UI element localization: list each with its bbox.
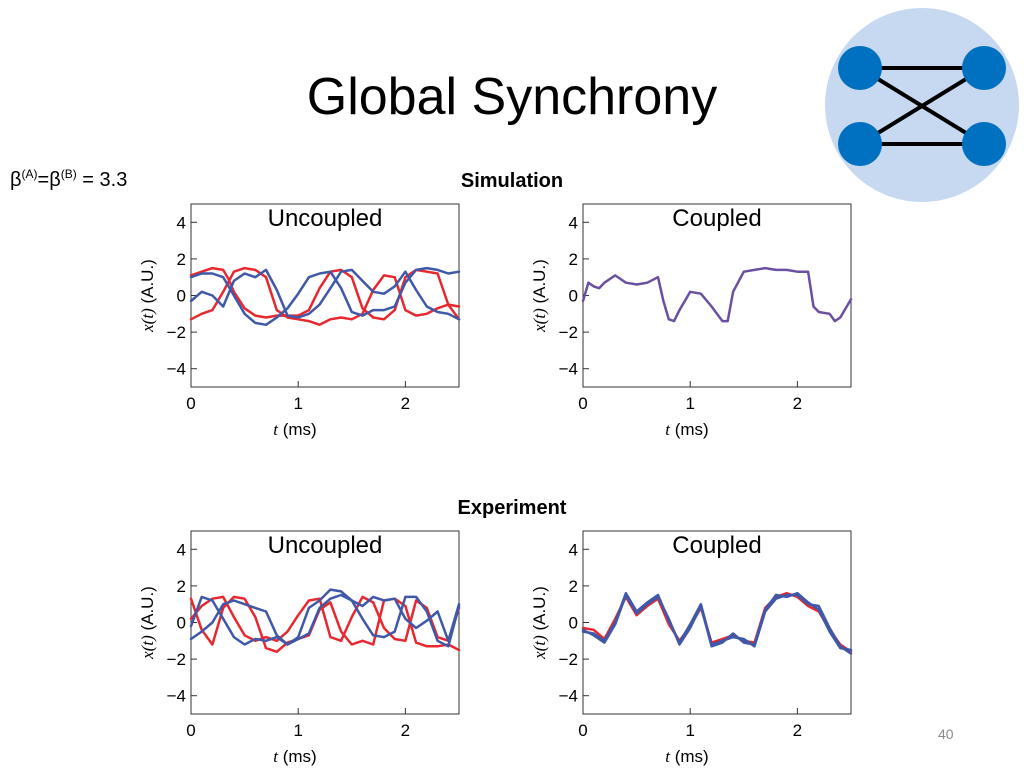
y-axis-label: x(t) (A.U.)	[138, 259, 157, 333]
page-number: 40	[938, 726, 954, 742]
x-tick-label: 1	[293, 394, 302, 413]
y-axis-label-unit: (A.U.)	[138, 586, 157, 635]
chart-exp-coupled: −4 −2 0 2 4 0 1 2 t (ms) x(t) (A.U.) Coupled	[530, 530, 853, 766]
y-tick-label: −4	[559, 360, 578, 379]
y-tick-label: −4	[167, 360, 186, 379]
section-label-experiment: Experiment	[457, 497, 567, 519]
panel-title: Uncoupled	[268, 532, 383, 559]
x-tick-label: 0	[186, 394, 195, 413]
panel-title: Coupled	[672, 205, 761, 232]
x-axis-label-var: t	[273, 420, 279, 439]
slide-title: Global Synchrony	[306, 68, 718, 126]
x-axis-label-unit: (ms)	[278, 420, 317, 439]
y-tick-label: −4	[559, 687, 578, 706]
y-tick-label: 0	[569, 287, 578, 306]
y-tick-label: 4	[569, 213, 578, 232]
series-line-purple-1	[581, 266, 853, 323]
y-axis-label: x(t) (A.U.)	[530, 586, 549, 660]
x-axis-label-unit: (ms)	[670, 420, 709, 439]
series-line-blue-3	[581, 591, 853, 652]
diagram-edge-cross-b	[858, 66, 986, 146]
y-tick-label: −2	[559, 323, 578, 342]
y-axis-label-var: x(t)	[530, 308, 549, 333]
series-line-red-2	[189, 266, 461, 327]
x-axis-label: t (ms)	[273, 420, 316, 439]
x-tick-label: 2	[793, 394, 802, 413]
x-tick-label: 0	[578, 394, 587, 413]
x-axis-label: t (ms)	[665, 747, 708, 766]
beta-superscript-a: (A)	[21, 167, 38, 181]
beta-symbol-b: β	[49, 169, 61, 191]
beta-value: = 3.3	[76, 169, 128, 191]
chart-sim-uncoupled: −4 −2 0 2 4 0 1 2 t (ms) x(t) (A.U.) Uncoupled	[138, 203, 461, 439]
diagram-node-2	[962, 46, 1006, 90]
beta-equation: β(A)=β(B) = 3.3	[10, 166, 127, 194]
y-axis-label-var: x(t)	[138, 635, 157, 660]
series-line-blue-3	[189, 266, 461, 327]
series-line-red-1	[189, 595, 461, 654]
y-tick-label: −2	[167, 650, 186, 669]
x-axis-label-var: t	[665, 420, 671, 439]
y-tick-label: 0	[177, 287, 186, 306]
chart-sim-coupled: −4 −2 0 2 4 0 1 2 t (ms) x(t) (A.U.) Coupled	[530, 203, 853, 439]
y-axis-label-unit: (A.U.)	[138, 259, 157, 308]
x-axis-label-var: t	[273, 747, 279, 766]
x-axis-label-unit: (ms)	[278, 747, 317, 766]
y-tick-label: −2	[167, 323, 186, 342]
y-axis-label-unit: (A.U.)	[530, 586, 549, 635]
x-tick-label: 2	[401, 394, 410, 413]
x-tick-label: 2	[793, 721, 802, 740]
panel-title: Uncoupled	[268, 205, 383, 232]
chart-exp-uncoupled: −4 −2 0 2 4 0 1 2 t (ms) x(t) (A.U.) Uncoupled	[138, 530, 461, 766]
beta-superscript-b: (B)	[60, 167, 77, 181]
y-tick-label: 0	[177, 614, 186, 633]
x-tick-label: 1	[293, 721, 302, 740]
y-tick-label: 0	[569, 614, 578, 633]
y-tick-label: 4	[569, 540, 578, 559]
y-tick-label: 4	[177, 540, 186, 559]
y-tick-label: 4	[177, 213, 186, 232]
series-line-red-2	[189, 595, 461, 643]
x-tick-label: 1	[685, 721, 694, 740]
series-line-blue-4	[189, 268, 461, 321]
x-axis-label-var: t	[665, 747, 671, 766]
y-tick-label: 2	[569, 250, 578, 269]
y-axis-label: x(t) (A.U.)	[530, 259, 549, 333]
y-axis-label-var: x(t)	[138, 308, 157, 333]
x-tick-label: 0	[186, 721, 195, 740]
equals-sign: =	[37, 169, 50, 191]
y-tick-label: −2	[559, 650, 578, 669]
y-axis-label-var: x(t)	[530, 635, 549, 660]
y-axis-label-unit: (A.U.)	[530, 259, 549, 308]
x-axis-label: t (ms)	[665, 420, 708, 439]
network-diagram-icon	[825, 8, 1019, 202]
diagram-node-4	[962, 122, 1006, 166]
y-tick-label: 2	[569, 577, 578, 596]
y-tick-label: 2	[177, 250, 186, 269]
series-line-blue-3	[189, 593, 461, 648]
x-axis-label-unit: (ms)	[670, 747, 709, 766]
section-label-simulation: Simulation	[460, 170, 564, 192]
x-tick-label: 0	[578, 721, 587, 740]
y-tick-label: 2	[177, 577, 186, 596]
beta-symbol-a: β	[10, 169, 22, 191]
x-axis-label: t (ms)	[273, 747, 316, 766]
panel-title: Coupled	[672, 532, 761, 559]
series-line-blue-4	[189, 588, 461, 646]
diagram-node-3	[838, 122, 882, 166]
diagram-node-1	[838, 46, 882, 90]
x-tick-label: 2	[401, 721, 410, 740]
y-axis-label: x(t) (A.U.)	[138, 586, 157, 660]
y-tick-label: −4	[167, 687, 186, 706]
x-tick-label: 1	[685, 394, 694, 413]
